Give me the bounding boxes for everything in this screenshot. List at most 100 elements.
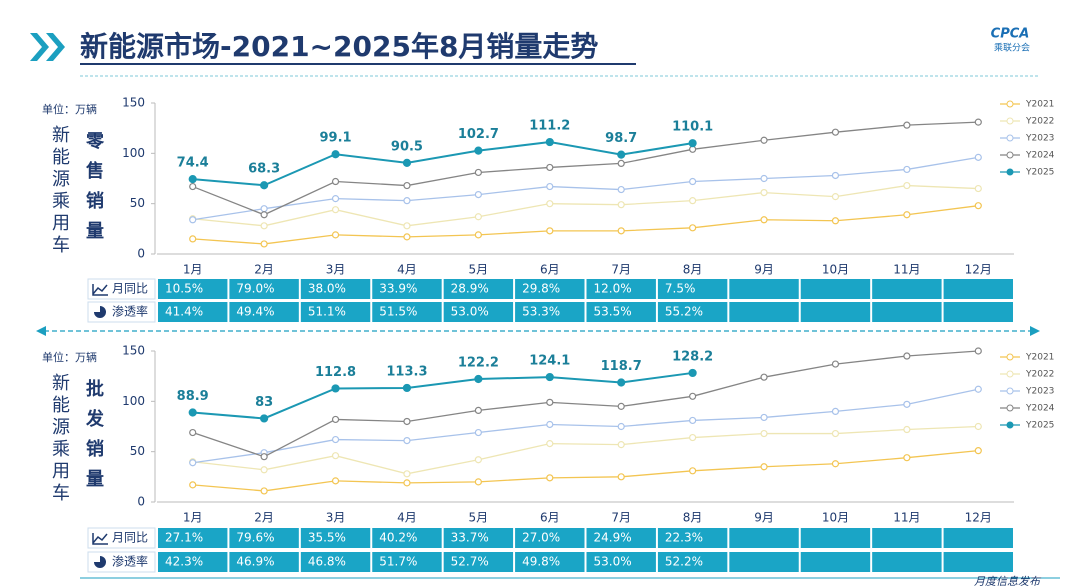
x-tick-label: 7月 — [611, 263, 631, 277]
data-label: 74.4 — [177, 156, 209, 171]
x-tick-label: 2月 — [254, 263, 274, 277]
point — [189, 481, 197, 489]
series-line — [192, 121, 979, 216]
x-tick-label: 6月 — [540, 511, 560, 525]
point — [403, 233, 411, 241]
x-tick-label: 3月 — [326, 511, 346, 525]
table-cell — [515, 279, 585, 299]
table-cell — [300, 279, 371, 299]
data-label: 110.1 — [672, 120, 713, 135]
point — [260, 205, 268, 213]
cell-text: 24.9% — [594, 531, 632, 545]
x-tick-label: 1月 — [183, 511, 203, 525]
table-cell — [586, 528, 656, 548]
point — [974, 202, 982, 210]
point — [760, 429, 768, 438]
row-name: 渗透率 — [112, 554, 148, 569]
point — [331, 384, 340, 393]
point — [760, 136, 768, 144]
table-cell — [300, 302, 371, 322]
y-tick-label: 0 — [137, 495, 145, 509]
point — [403, 479, 411, 487]
point — [689, 416, 697, 425]
chevron-icon — [30, 33, 65, 61]
table-cell — [872, 552, 942, 572]
cell-text: 53.5% — [594, 305, 632, 319]
table-cell — [872, 302, 942, 322]
table-cell — [657, 528, 728, 548]
point — [188, 175, 197, 184]
cell-text: 12.0% — [594, 282, 632, 296]
point — [189, 459, 197, 467]
point — [617, 185, 625, 194]
data-label: 68.3 — [248, 162, 280, 177]
point — [831, 128, 840, 136]
cell-text: 38.0% — [308, 282, 346, 296]
cell-text: 49.8% — [522, 555, 560, 569]
point — [546, 200, 554, 208]
x-tick-label: 5月 — [469, 511, 489, 525]
point — [188, 408, 197, 417]
table-cell — [729, 552, 799, 572]
table-cell — [800, 279, 871, 299]
point — [546, 163, 554, 172]
point — [689, 177, 697, 186]
point — [474, 191, 482, 199]
series-line — [192, 388, 979, 464]
point — [831, 429, 840, 438]
data-label: 102.7 — [458, 127, 499, 142]
point — [403, 197, 411, 205]
point — [974, 184, 982, 193]
data-label: 124.1 — [529, 354, 570, 369]
point — [331, 477, 340, 485]
point — [403, 417, 411, 426]
legend-marker — [1006, 100, 1014, 108]
cell-text: 29.8% — [522, 282, 560, 296]
point — [260, 453, 268, 461]
legend-marker — [1006, 404, 1014, 412]
point — [474, 428, 482, 437]
series-line — [192, 450, 979, 492]
table-cell — [943, 279, 1013, 299]
trend-icon — [92, 284, 108, 296]
table-cell — [300, 528, 371, 548]
cell-text: 53.0% — [451, 305, 489, 319]
point — [546, 398, 554, 406]
unit-label: 单位：万辆 — [42, 350, 97, 364]
legend-label: Y2023 — [1025, 134, 1054, 144]
table-cell — [515, 528, 585, 548]
point — [760, 413, 768, 422]
point — [617, 227, 625, 235]
cell-text: 27.1% — [165, 531, 203, 545]
point — [903, 400, 911, 408]
table-cell — [729, 302, 799, 322]
point — [331, 415, 340, 424]
point — [402, 158, 412, 167]
cell-text: 79.0% — [236, 282, 274, 296]
cell-text: 35.5% — [308, 531, 346, 545]
point — [689, 433, 697, 442]
point — [974, 385, 982, 393]
point — [331, 195, 340, 203]
logo: CPCA — [991, 27, 1030, 42]
series-line — [192, 371, 693, 420]
point — [403, 470, 411, 478]
x-tick-label: 9月 — [754, 511, 774, 525]
legend-marker — [1006, 370, 1014, 378]
point — [403, 181, 411, 190]
cell-text: 41.4% — [165, 305, 203, 319]
y-tick-label: 50 — [130, 444, 145, 458]
point — [903, 425, 911, 434]
x-tick-label: 8月 — [683, 263, 703, 277]
x-tick-label: 12月 — [965, 263, 992, 277]
legend-marker — [1006, 168, 1014, 176]
table-cell — [229, 552, 299, 572]
x-tick-label: 4月 — [397, 263, 417, 277]
table-cell — [372, 528, 442, 548]
x-tick-label: 3月 — [326, 263, 346, 277]
point — [331, 231, 340, 239]
cell-text: 46.9% — [236, 555, 274, 569]
point — [331, 206, 340, 214]
point — [903, 454, 911, 462]
point — [189, 216, 197, 224]
